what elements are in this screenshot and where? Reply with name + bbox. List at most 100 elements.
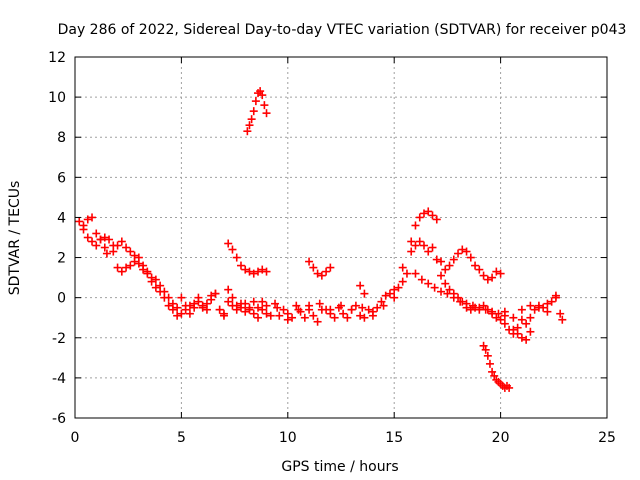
data-point — [262, 267, 271, 276]
data-point — [194, 297, 203, 306]
data-point — [364, 305, 373, 314]
data-point — [88, 237, 97, 246]
data-point — [258, 91, 267, 100]
data-point — [326, 305, 335, 314]
data-point — [96, 235, 105, 244]
data-point — [211, 289, 220, 298]
data-point — [475, 265, 484, 274]
data-point — [177, 309, 186, 318]
data-point — [219, 311, 228, 320]
data-point — [292, 301, 301, 310]
data-point — [147, 277, 156, 286]
data-point — [117, 237, 126, 246]
data-point — [428, 243, 437, 252]
data-point — [488, 273, 497, 282]
data-point — [483, 351, 492, 360]
data-point — [117, 267, 126, 276]
data-point — [343, 313, 352, 322]
data-point — [530, 305, 539, 314]
data-point — [543, 299, 552, 308]
data-point — [522, 319, 531, 328]
data-point — [492, 267, 501, 276]
data-point — [411, 221, 420, 230]
data-point — [481, 305, 490, 314]
data-point — [419, 209, 428, 218]
data-point — [181, 305, 190, 314]
data-point — [126, 261, 135, 270]
data-point — [241, 265, 250, 274]
data-point — [547, 297, 556, 306]
data-point — [330, 313, 339, 322]
data-point — [415, 237, 424, 246]
data-point — [432, 255, 441, 264]
data-point — [249, 269, 258, 278]
data-point — [513, 329, 522, 338]
data-point — [254, 313, 263, 322]
data-point — [266, 311, 275, 320]
data-point — [534, 303, 543, 312]
data-point — [251, 97, 260, 106]
data-point — [113, 263, 122, 272]
data-point — [517, 315, 526, 324]
data-point — [449, 293, 458, 302]
y-tick-label: -2 — [52, 331, 66, 347]
data-point — [454, 249, 463, 258]
data-point — [275, 311, 284, 320]
data-point — [466, 253, 475, 262]
data-point — [479, 271, 488, 280]
data-point — [224, 239, 233, 248]
data-point — [368, 311, 377, 320]
data-point — [437, 257, 446, 266]
data-point — [228, 301, 237, 310]
data-point — [190, 303, 199, 312]
data-point — [322, 267, 331, 276]
data-point — [254, 267, 263, 276]
chart-title: Day 286 of 2022, Sidereal Day-to-day VTE… — [58, 22, 627, 38]
data-point — [202, 299, 211, 308]
data-point — [258, 305, 267, 314]
x-tick-label: 5 — [177, 430, 186, 446]
data-point — [151, 275, 160, 284]
data-point — [249, 309, 258, 318]
data-point — [471, 261, 480, 270]
data-point — [88, 213, 97, 222]
data-point — [517, 305, 526, 314]
data-point — [381, 291, 390, 300]
data-point — [430, 283, 439, 292]
x-tick-label: 10 — [279, 430, 297, 446]
y-tick-label: 4 — [57, 210, 66, 226]
data-point — [83, 233, 92, 242]
y-tick-label: -6 — [52, 411, 66, 427]
data-point — [402, 269, 411, 278]
data-point — [168, 305, 177, 314]
data-point — [262, 109, 271, 118]
data-point — [260, 101, 269, 110]
data-point — [443, 289, 452, 298]
data-point — [79, 225, 88, 234]
data-point — [313, 269, 322, 278]
data-point — [262, 301, 271, 310]
data-point — [337, 301, 345, 310]
data-point — [488, 307, 497, 316]
data-point — [468, 301, 477, 310]
data-point — [398, 263, 407, 272]
data-point — [456, 297, 465, 306]
data-point — [279, 305, 288, 314]
data-point — [394, 283, 403, 292]
plot-border — [74, 56, 608, 419]
data-point — [481, 345, 490, 354]
data-point — [417, 275, 426, 284]
grid-lines — [75, 57, 607, 418]
data-point — [241, 307, 250, 316]
data-point — [483, 275, 492, 284]
data-point — [305, 257, 314, 266]
data-point — [249, 297, 258, 306]
data-point — [173, 303, 182, 312]
data-point — [224, 285, 233, 294]
data-point — [462, 299, 471, 308]
data-point — [479, 301, 488, 310]
data-point — [432, 215, 441, 224]
data-point — [558, 315, 567, 324]
